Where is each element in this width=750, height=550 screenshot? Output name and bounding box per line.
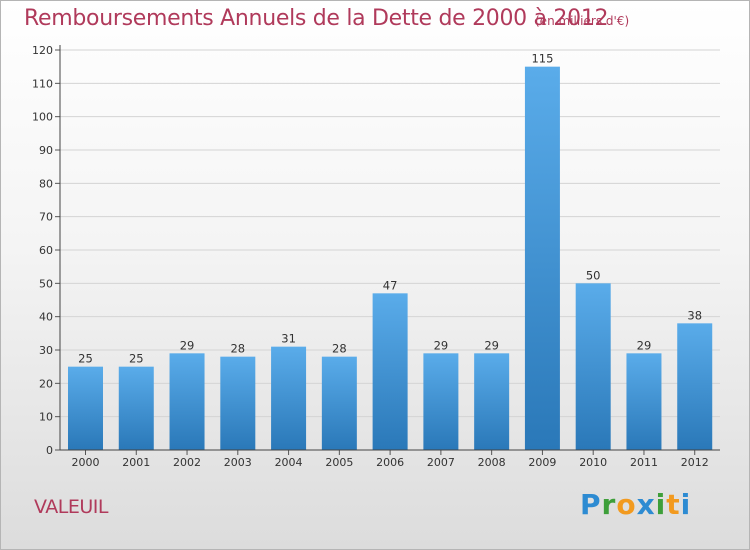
x-tick-label-2009: 2009 [528, 456, 556, 469]
x-axis-labels: 2000 2001 2002 2003 2004 2005 2006 2007 2008 2009… [72, 450, 709, 469]
y-tick-label: 120 [32, 44, 53, 57]
x-tick-label-2007: 2007 [427, 456, 455, 469]
logo-letter: o [616, 488, 637, 521]
y-axis-ticks: 0 10 20 30 40 50 60 70 80 90 100 110 120 [32, 44, 60, 457]
value-label-2012: 38 [687, 308, 702, 322]
value-label-2002: 29 [180, 338, 195, 352]
y-tick-label: 100 [32, 111, 53, 124]
bar-2007 [423, 353, 459, 450]
logo-letter: r [601, 488, 617, 521]
x-tick-label-2003: 2003 [224, 456, 252, 469]
proxiti-logo[interactable]: Proxiti [580, 488, 691, 521]
value-label-2003: 28 [230, 342, 245, 356]
x-tick-label-2012: 2012 [681, 456, 709, 469]
axes [59, 45, 720, 451]
y-tick-label: 50 [39, 277, 53, 290]
bars: 25 25 29 28 31 28 47 29 29 115 50 29 38 [68, 52, 713, 451]
value-label-2008: 29 [484, 338, 499, 352]
logo-letter: i [680, 488, 692, 521]
y-tick-label: 10 [39, 411, 53, 424]
value-label-2010: 50 [586, 268, 601, 282]
x-tick-label-2005: 2005 [325, 456, 353, 469]
value-label-2005: 28 [332, 342, 347, 356]
bar-2009 [524, 66, 560, 451]
value-label-2001: 25 [129, 352, 144, 366]
bar-2005 [321, 356, 357, 450]
logo-letter: t [666, 488, 681, 521]
commune-name: VALEUIL [34, 496, 108, 518]
bar-2000 [68, 366, 103, 450]
value-label-2011: 29 [637, 338, 652, 352]
x-tick-label-2011: 2011 [630, 456, 658, 469]
bar-2006 [372, 293, 408, 450]
y-tick-label: 30 [39, 344, 53, 357]
chart-title: Remboursements Annuels de la Dette de 20… [24, 6, 609, 31]
y-tick-label: 40 [39, 311, 53, 324]
logo-letter: P [580, 488, 602, 521]
x-tick-label-2004: 2004 [275, 456, 303, 469]
bar-2011 [626, 353, 662, 450]
x-tick-label-2010: 2010 [579, 456, 607, 469]
value-label-2004: 31 [281, 332, 296, 346]
bar-2001 [118, 366, 154, 450]
x-tick-label-2001: 2001 [122, 456, 150, 469]
x-tick-label-2002: 2002 [173, 456, 201, 469]
y-tick-label: 20 [39, 377, 53, 390]
logo-letter: x [636, 488, 656, 521]
logo-letter: i [655, 488, 667, 521]
value-label-2000: 25 [78, 352, 93, 366]
bar-2010 [575, 283, 611, 450]
value-label-2009: 115 [531, 52, 553, 66]
chart-subtitle: (en milliers d'€) [535, 14, 630, 28]
y-tick-label: 60 [39, 244, 53, 257]
x-tick-label-2000: 2000 [72, 456, 100, 469]
bar-2012 [677, 323, 713, 450]
x-tick-label-2008: 2008 [478, 456, 506, 469]
bar-2002 [169, 353, 205, 450]
y-tick-label: 70 [39, 211, 53, 224]
y-tick-label: 80 [39, 177, 53, 190]
x-tick-label-2006: 2006 [376, 456, 404, 469]
bar-2004 [271, 346, 307, 450]
bar-2003 [220, 356, 256, 450]
bar-2008 [474, 353, 510, 450]
y-tick-label: 0 [46, 444, 53, 457]
y-tick-label: 110 [32, 77, 53, 90]
value-label-2007: 29 [434, 338, 449, 352]
y-tick-label: 90 [39, 144, 53, 157]
value-label-2006: 47 [383, 278, 398, 292]
